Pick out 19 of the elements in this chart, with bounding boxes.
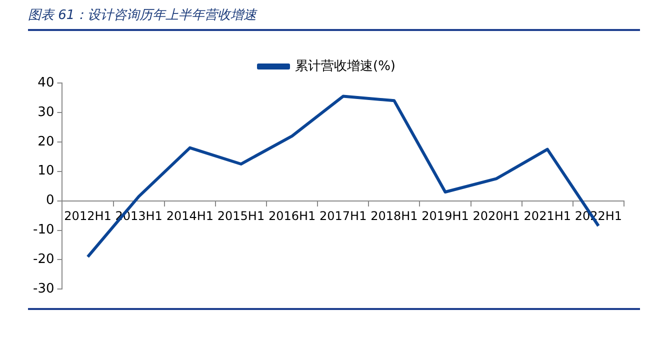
x-tick-label: 2014H1 bbox=[166, 209, 214, 224]
y-tick-label: 10 bbox=[38, 164, 54, 179]
y-tick-label: 30 bbox=[38, 104, 54, 120]
x-tick-label: 2017H1 bbox=[320, 209, 367, 224]
x-tick-label: 2012H1 bbox=[64, 209, 112, 224]
x-tick-label: 2016H1 bbox=[268, 209, 316, 224]
y-tick-label: -30 bbox=[33, 282, 54, 297]
legend-label: 累计营收增速(%) bbox=[295, 58, 396, 74]
x-tick-label: 2018H1 bbox=[370, 209, 418, 224]
x-tick-label: 2020H1 bbox=[472, 209, 520, 224]
x-tick-label: 2019H1 bbox=[422, 209, 469, 224]
y-tick-label: 40 bbox=[38, 75, 54, 90]
x-tick-label: 2015H1 bbox=[217, 209, 265, 224]
chart-title: 图表 61：设计咨询历年上半年营收增速 bbox=[28, 7, 257, 24]
y-tick-label: -10 bbox=[33, 222, 54, 238]
y-tick-label: -20 bbox=[33, 252, 54, 268]
y-tick-label: 20 bbox=[38, 134, 54, 150]
x-tick-label: 2021H1 bbox=[524, 209, 571, 224]
y-tick-label: 0 bbox=[46, 193, 54, 208]
